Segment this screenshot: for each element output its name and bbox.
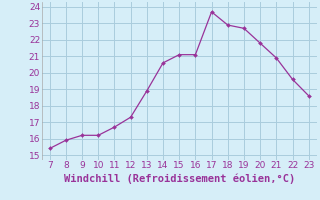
X-axis label: Windchill (Refroidissement éolien,°C): Windchill (Refroidissement éolien,°C) [64,173,295,184]
